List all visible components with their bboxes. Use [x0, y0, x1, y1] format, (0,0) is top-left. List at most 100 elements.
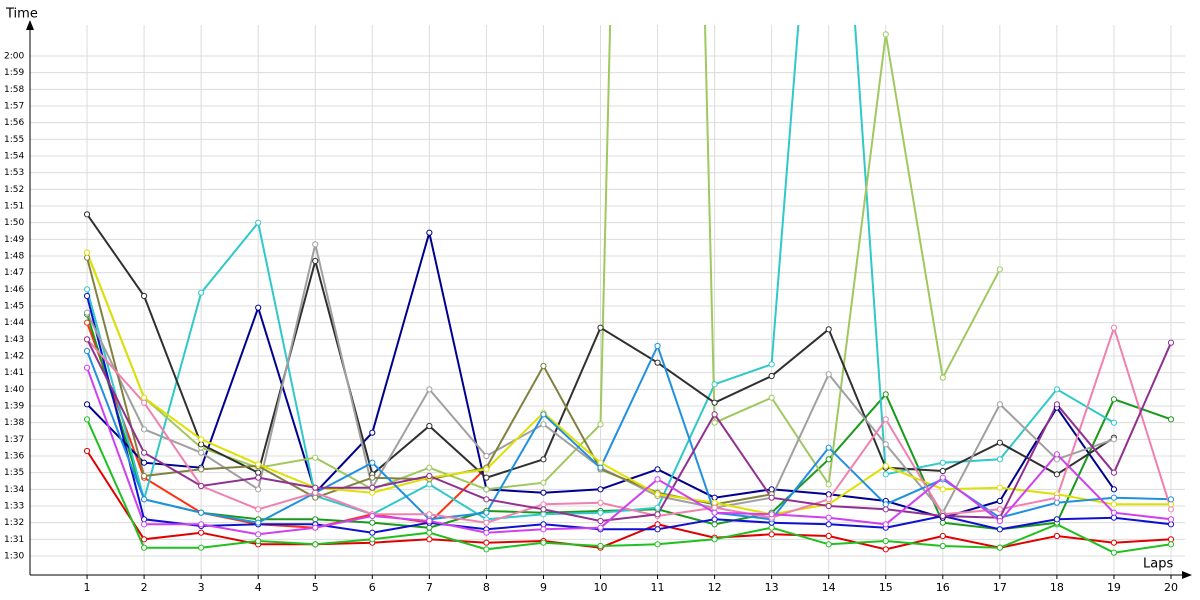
- data-point: [255, 461, 262, 468]
- data-point: [882, 471, 889, 478]
- data-point: [312, 516, 319, 523]
- data-point: [369, 536, 376, 543]
- data-point: [1053, 386, 1061, 393]
- data-point: [255, 519, 262, 526]
- data-point: [426, 386, 433, 393]
- data-point: [483, 509, 490, 516]
- data-point: [1053, 471, 1061, 478]
- data-point: [711, 399, 718, 406]
- data-point: [654, 466, 661, 473]
- data-point: [312, 541, 319, 548]
- data-point: [654, 521, 661, 528]
- data-point: [540, 456, 547, 463]
- data-point: [825, 514, 832, 521]
- data-point: [1167, 506, 1175, 513]
- data-point: [83, 319, 91, 326]
- data-point: [1110, 514, 1118, 521]
- data-point: [939, 542, 946, 550]
- data-point: [597, 517, 604, 525]
- x-tick-label: 8: [483, 581, 490, 594]
- data-point: [540, 479, 547, 486]
- data-point: [882, 521, 889, 528]
- data-point: [1167, 521, 1175, 528]
- y-tick-label: 1:48: [4, 252, 24, 262]
- data-point: [597, 324, 604, 331]
- data-point: [483, 496, 490, 503]
- data-point: [996, 401, 1003, 408]
- data-point: [939, 374, 946, 381]
- data-point: [426, 229, 433, 236]
- x-tick-label: 7: [426, 581, 433, 594]
- data-point: [198, 449, 205, 456]
- data-point: [83, 211, 91, 218]
- data-point: [882, 441, 889, 448]
- data-point: [711, 499, 718, 506]
- x-tick-label: 6: [369, 581, 376, 594]
- data-point: [939, 519, 946, 526]
- data-point: [996, 439, 1003, 446]
- data-point: [654, 491, 661, 498]
- x-tick-label: 5: [312, 581, 319, 594]
- data-point: [654, 476, 661, 483]
- series-line: [86, 322, 488, 529]
- data-point: [882, 546, 889, 553]
- y-tick-label: 1:52: [4, 185, 24, 195]
- y-tick-label: 1:51: [4, 202, 24, 212]
- data-point: [483, 452, 490, 460]
- x-tick-label: 16: [936, 581, 950, 594]
- series-line: [86, 295, 1172, 534]
- data-point: [1110, 494, 1118, 501]
- data-point: [312, 484, 319, 491]
- data-point: [426, 517, 433, 525]
- data-point: [83, 249, 91, 256]
- data-point: [825, 326, 832, 333]
- series-line: [86, 343, 1172, 524]
- x-tick-label: 19: [1107, 581, 1121, 594]
- data-point: [141, 292, 148, 300]
- data-point: [711, 504, 718, 511]
- data-point: [198, 509, 205, 516]
- data-point: [1110, 509, 1118, 516]
- data-point: [255, 219, 262, 226]
- data-point: [83, 309, 91, 316]
- data-point: [540, 526, 547, 533]
- data-point: [483, 539, 490, 546]
- data-point: [597, 459, 604, 466]
- data-point: [198, 289, 205, 296]
- data-point: [825, 456, 832, 463]
- data-point: [882, 506, 889, 513]
- y-tick-label: 1:53: [4, 168, 24, 178]
- data-point: [939, 512, 946, 520]
- data-point: [597, 421, 604, 428]
- data-point: [83, 336, 91, 343]
- data-point: [996, 517, 1003, 525]
- data-point: [255, 304, 262, 311]
- data-point: [882, 391, 889, 398]
- data-point: [540, 362, 547, 370]
- data-point: [768, 486, 775, 493]
- data-point: [996, 456, 1003, 463]
- data-point: [83, 447, 91, 455]
- data-point: [141, 516, 148, 523]
- data-point: [198, 441, 205, 448]
- data-point: [426, 529, 433, 536]
- y-tick-label: 1:41: [4, 368, 24, 378]
- x-tick-label: 9: [540, 581, 547, 594]
- y-tick-label: 1:47: [4, 268, 24, 278]
- data-point: [312, 454, 319, 461]
- data-point: [939, 474, 946, 481]
- data-point: [312, 241, 319, 248]
- x-tick-label: 4: [255, 581, 262, 594]
- data-point: [255, 469, 262, 476]
- data-point: [1110, 549, 1118, 556]
- data-point: [768, 494, 775, 501]
- data-point: [198, 482, 205, 490]
- x-tick-label: 15: [879, 581, 893, 594]
- data-point: [369, 459, 376, 466]
- data-point: [540, 489, 547, 496]
- data-point: [1053, 456, 1061, 463]
- data-point: [312, 524, 319, 531]
- x-tick-label: 2: [141, 581, 148, 594]
- data-point: [825, 521, 832, 528]
